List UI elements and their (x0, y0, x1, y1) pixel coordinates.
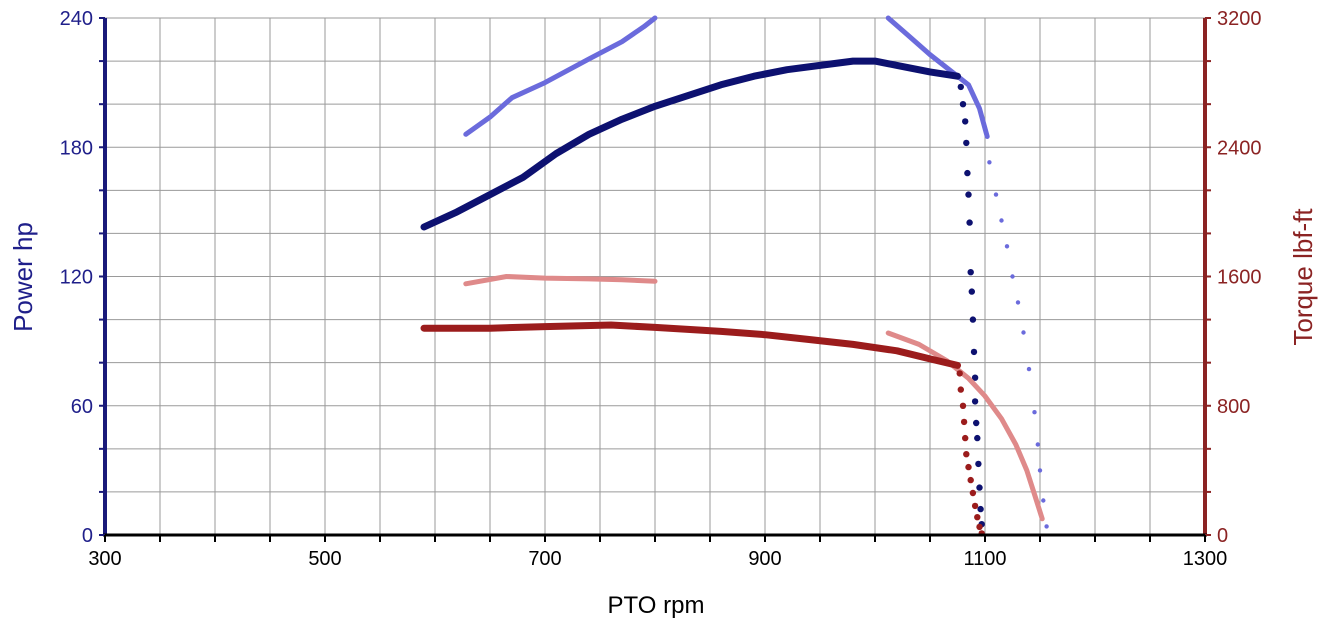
series-point (999, 218, 1003, 222)
series-point (963, 140, 969, 146)
series-point (987, 160, 991, 164)
series-point (1041, 498, 1045, 502)
x-tick-label: 900 (748, 548, 781, 570)
series-point (975, 461, 981, 467)
series-point (1016, 300, 1020, 304)
series-point (1036, 442, 1040, 446)
series-point (994, 192, 998, 196)
series-point (957, 370, 963, 376)
right-y-tick-label: 800 (1217, 396, 1250, 418)
series-point (976, 524, 982, 530)
left-y-tick-label: 180 (60, 137, 93, 159)
x-tick-label: 1300 (1183, 548, 1228, 570)
series-point (962, 435, 968, 441)
series-point (958, 386, 964, 392)
series-point (972, 398, 978, 404)
series-point (1005, 244, 1009, 248)
right-y-tick-label: 2400 (1217, 137, 1262, 159)
x-tick-label: 700 (528, 548, 561, 570)
series-point (1010, 274, 1014, 278)
left-y-tick-label: 60 (71, 396, 93, 418)
series-point (977, 506, 983, 512)
series-point (966, 219, 972, 225)
series-line (424, 325, 958, 365)
series-point (974, 514, 980, 520)
series-right-7 (424, 325, 958, 365)
series-point (971, 349, 977, 355)
series-point (958, 84, 964, 90)
series-point (1044, 524, 1048, 528)
series-left-1 (888, 18, 987, 137)
x-axis-title: PTO rpm (608, 592, 705, 619)
x-tick-label: 500 (308, 548, 341, 570)
series-line (888, 18, 987, 137)
series-point (1027, 367, 1031, 371)
series-line (466, 277, 655, 284)
left-y-axis-title: Power hp (8, 222, 38, 332)
series-point (960, 403, 966, 409)
series-right-5 (466, 277, 655, 284)
series-point (965, 464, 971, 470)
series-line (888, 333, 1042, 519)
series-point (970, 490, 976, 496)
series-point (962, 118, 968, 124)
x-tick-label: 300 (88, 548, 121, 570)
series-point (960, 101, 966, 107)
series-point (964, 170, 970, 176)
series-left-4 (958, 84, 985, 528)
series-point (1038, 468, 1042, 472)
right-y-tick-label: 1600 (1217, 267, 1262, 289)
series-point (973, 420, 979, 426)
series-line (424, 61, 958, 227)
series-point (961, 419, 967, 425)
right-y-tick-label: 3200 (1217, 8, 1262, 30)
series-point (963, 451, 969, 457)
left-y-tick-label: 240 (60, 8, 93, 30)
series-right-6 (888, 333, 1042, 519)
x-tick-label: 1100 (963, 548, 1006, 570)
series-point (970, 316, 976, 322)
series-point (976, 484, 982, 490)
left-y-tick-label: 0 (82, 525, 93, 547)
series-point (1021, 330, 1025, 334)
series-point (972, 503, 978, 509)
grid (105, 18, 1205, 535)
series-point (968, 477, 974, 483)
series-point (974, 435, 980, 441)
series-point (1032, 410, 1036, 414)
series-point (969, 288, 975, 294)
series-point (965, 191, 971, 197)
tick-labels: 300 500 700 900 1100 130006012018024008001600… (60, 8, 1262, 570)
right-y-axis-title: Torque lbf-ft (1288, 208, 1318, 346)
right-y-tick-label: 0 (1217, 525, 1228, 547)
series-left-3 (424, 61, 958, 227)
series-point (968, 269, 974, 275)
series-group (424, 18, 1049, 537)
left-y-tick-label: 120 (60, 267, 93, 289)
